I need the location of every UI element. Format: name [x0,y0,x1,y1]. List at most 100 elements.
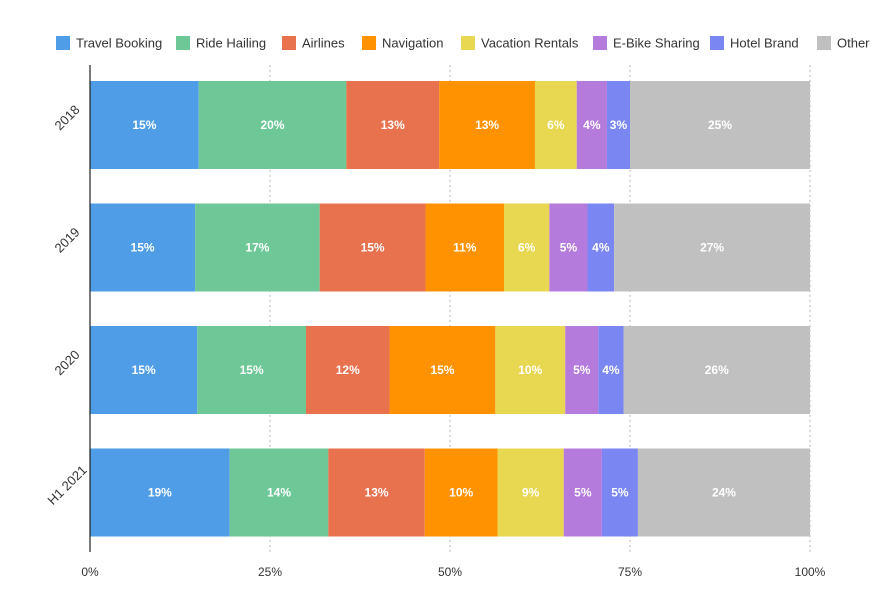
legend-label: Travel Booking [76,36,162,51]
bar-hotel-brand [598,326,624,414]
bar-other [623,326,810,414]
bar-navigation [424,448,498,537]
x-tick-label: 100% [795,565,826,579]
data-label: 15% [240,363,264,377]
data-label: 15% [430,363,454,377]
bar-hotel-brand [601,448,638,537]
legend-item-ride-hailing: Ride Hailing [176,36,266,51]
legend-swatch [362,36,376,50]
legend-item-other: Other [817,36,870,51]
legend: Travel Booking Ride Hailing Airlines Naviga… [56,36,870,51]
data-label: 17% [245,241,269,255]
data-label: 5% [573,363,591,377]
x-tick-label: 50% [438,565,462,579]
bar-navigation [439,81,535,169]
legend-swatch [282,36,296,50]
legend-label: Hotel Brand [730,36,799,51]
bar-airlines [346,81,440,169]
x-tick-label: 75% [618,565,642,579]
data-label: 5% [574,486,592,500]
data-label: 15% [131,241,155,255]
bar-vacation-rentals [495,326,566,414]
data-label: 6% [518,241,536,255]
data-label: 4% [583,118,601,132]
data-label: 20% [261,118,285,132]
data-label: 11% [453,241,477,255]
data-label: 4% [592,241,610,255]
legend-label: E-Bike Sharing [613,36,700,51]
bar-airlines [328,448,425,537]
bar-ride-hailing [198,81,347,169]
bar-ride-hailing [197,326,306,414]
category-label: 2019 [52,225,83,256]
category-label: 2020 [52,347,83,378]
data-label: 5% [560,241,578,255]
bar-e-bike-sharing [549,203,588,292]
data-label: 24% [712,486,736,500]
legend-swatch [593,36,607,50]
legend-item-airlines: Airlines [282,36,345,51]
bar-airlines [306,326,390,414]
data-label: 13% [475,118,499,132]
data-labels: 15% 20% 13% 13% 6% 4% 3% 25% 15% 17% 15% 11% 6% 5% 4% 2… [131,118,737,500]
category-label: 2018 [52,102,83,133]
legend-label: Other [837,36,870,51]
bar-ride-hailing [229,448,329,537]
x-tick-label: 25% [258,565,282,579]
data-label: 15% [132,363,156,377]
bar-travel-booking [90,81,199,169]
bar-e-bike-sharing [563,448,602,537]
legend-label: Navigation [382,36,443,51]
x-tick-label: 0% [81,565,99,579]
legend-swatch [817,36,831,50]
data-label: 6% [547,118,565,132]
bar-hotel-brand [587,203,615,292]
data-label: 26% [705,363,729,377]
data-label: 19% [148,486,172,500]
data-label: 5% [611,486,629,500]
data-label: 9% [522,486,540,500]
legend-swatch [176,36,190,50]
legend-swatch [56,36,70,50]
bar-e-bike-sharing [565,326,599,414]
bar-travel-booking [90,203,196,292]
legend-label: Vacation Rentals [481,36,579,51]
legend-label: Airlines [302,36,345,51]
legend-item-vacation-rentals: Vacation Rentals [461,36,579,51]
x-tick-labels: 0% 25% 50% 75% 100% [81,565,825,579]
bar-e-bike-sharing [576,81,607,169]
bar-travel-booking [90,326,198,414]
data-label: 4% [602,363,620,377]
data-label: 13% [381,118,405,132]
legend-item-navigation: Navigation [362,36,443,51]
category-labels: 2018 2019 2020 H1 2021 [44,102,89,508]
bar-other [637,448,810,537]
legend-item-hotel-brand: Hotel Brand [710,36,799,51]
bar-travel-booking [90,448,230,537]
legend-item-travel-booking: Travel Booking [56,36,162,51]
bar-ride-hailing [195,203,320,292]
data-label: 12% [336,363,360,377]
bar-hotel-brand [606,81,630,169]
legend-swatch [461,36,475,50]
data-label: 25% [708,118,732,132]
data-label: 27% [700,241,724,255]
data-label: 10% [449,486,473,500]
legend-label: Ride Hailing [196,36,266,51]
data-label: 3% [610,118,628,132]
bar-vacation-rentals [497,448,564,537]
legend-item-e-bike-sharing: E-Bike Sharing [593,36,700,51]
bar-navigation [425,203,504,292]
bar-other [630,81,810,169]
category-label: H1 2021 [44,462,89,507]
bars [90,81,810,537]
legend-swatch [710,36,724,50]
data-label: 13% [365,486,389,500]
bar-vacation-rentals [534,81,577,169]
data-label: 15% [361,241,385,255]
bar-vacation-rentals [504,203,550,292]
bar-other [614,203,810,292]
bar-navigation [389,326,496,414]
data-label: 10% [518,363,542,377]
